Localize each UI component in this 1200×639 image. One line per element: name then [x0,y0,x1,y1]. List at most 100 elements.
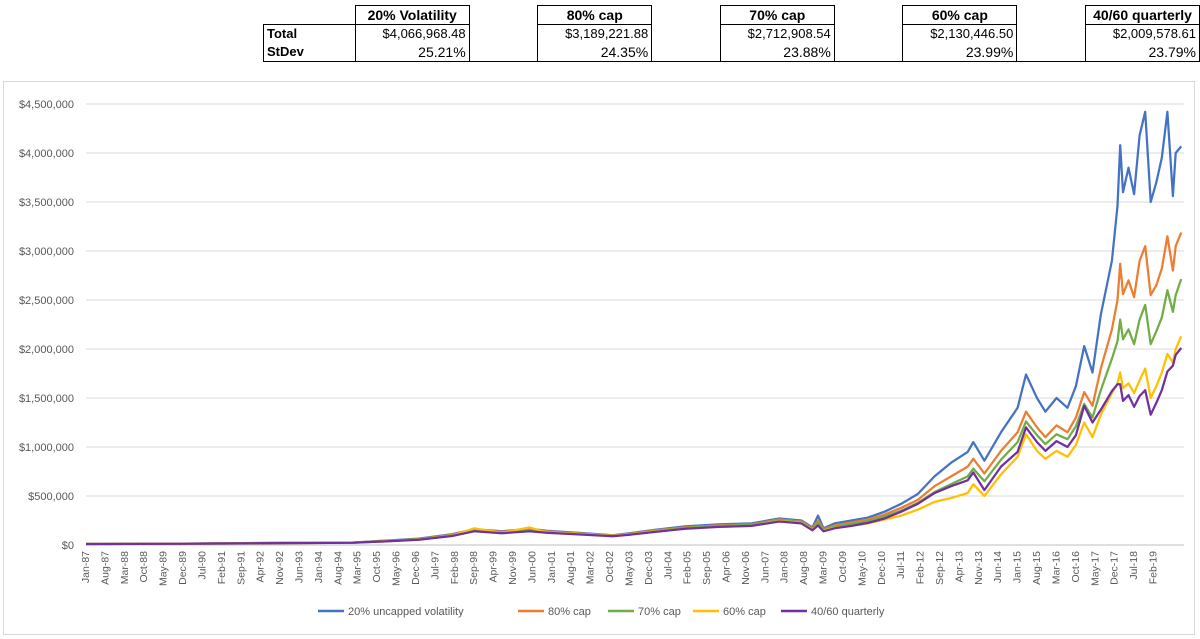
x-tick-label: Dec-96 [410,551,422,585]
table-row-total: Total $4,066,968.48 $3,189,221.88 $2,712… [263,24,1200,43]
x-tick-label: Aug-15 [1031,551,1043,585]
x-tick-label: Apr-06 [721,551,733,583]
x-tick-label: May-17 [1089,551,1101,586]
x-tick-label: Aug-87 [99,551,111,585]
series-line-4 [85,335,1183,546]
value-cell: 24.35% [537,43,653,62]
x-tick-label: Mar-95 [352,551,364,584]
value-cell: $3,189,221.88 [537,24,653,43]
series-line-3 [85,278,1183,546]
x-tick-label: Sep-98 [468,551,480,585]
y-tick-label: $3,500,000 [19,197,74,209]
x-tick-label: May-89 [158,551,170,586]
x-tick-label: Feb-12 [915,551,927,584]
x-tick-label: Aug-08 [798,551,810,585]
gridlines [86,103,1184,546]
row-label: Total [263,24,356,43]
header-cell: 70% cap [719,5,835,25]
x-tick-label: Oct-88 [138,551,150,583]
x-tick-label: Jul-18 [1128,551,1140,580]
x-tick-label: May-96 [391,551,403,586]
value-cell: $4,066,968.48 [354,24,470,43]
x-tick-label: Jun-07 [759,551,771,583]
x-tick-label: Sep-12 [934,551,946,585]
table-corner [263,5,356,25]
y-tick-label: $2,000,000 [19,344,74,356]
x-tick-label: Nov-06 [740,551,752,585]
value-cell: $2,009,578.61 [1085,24,1200,43]
legend-label: 60% cap [723,606,766,618]
value-cell: 23.79% [1085,43,1200,62]
x-tick-label: Jul-04 [662,551,674,580]
x-tick-label: Mar-16 [1050,551,1062,584]
x-tick-label: Mar-02 [585,551,597,584]
header-cell: 40/60 quarterly [1085,5,1200,25]
legend: 20% uncapped volatility 80% cap 70% cap 60%… [318,606,885,618]
series-lines [85,110,1183,546]
x-tick-label: Feb-05 [682,551,694,584]
x-tick-label: Mar-09 [818,551,830,584]
series-line-5 [85,347,1183,546]
x-tick-label: Jul-97 [429,551,441,580]
y-tick-label: $500,000 [28,491,74,503]
x-tick-label: Jun-93 [294,551,306,583]
x-tick-label: Aug-01 [565,551,577,585]
x-tick-label: Jan-08 [779,551,791,583]
value-cell: 25.21% [354,43,470,62]
header-cell: 80% cap [537,5,653,25]
x-tick-label: Jul-11 [895,551,907,579]
x-tick-label: Sep-91 [235,551,247,585]
x-tick-label: Dec-17 [1109,551,1121,585]
y-tick-label: $4,000,000 [19,148,74,160]
x-tick-label: Feb-19 [1148,551,1160,584]
y-tick-label: $1,500,000 [19,393,74,405]
summary-table: 20% Volatility 80% cap 70% cap 60% cap 4… [263,5,1200,62]
x-tick-label: Jan-87 [80,551,92,583]
value-cell: $2,130,446.50 [902,24,1018,43]
x-tick-label: Nov-13 [973,551,985,585]
x-tick-label: Jul-90 [196,551,208,580]
x-tick-label: Dec-03 [643,551,655,585]
legend-label: 80% cap [548,606,591,618]
x-tick-label: Sep-05 [701,551,713,585]
value-cell: 23.88% [719,43,835,62]
line-chart: $0 $500,000 $1,000,000 $1,500,000 $2,000,000… [19,99,1184,618]
value-cell: 23.99% [902,43,1018,62]
x-tick-label: Mar-88 [119,551,131,584]
x-tick-label: Apr-92 [255,551,267,583]
chart-frame: $0 $500,000 $1,000,000 $1,500,000 $2,000,000… [3,81,1195,635]
value-cell: $2,712,908.54 [719,24,835,43]
y-tick-label: $1,000,000 [19,442,74,454]
x-axis-labels: Jan-87 Aug-87 Mar-88 Oct-88 May-89 Dec-89 Jul-… [80,551,1160,586]
header-cell: 20% Volatility [354,5,470,25]
row-label: StDev [263,43,356,62]
x-tick-label: Dec-89 [177,551,189,585]
table-row-stdev: StDev 25.21% 24.35% 23.88% 23.99% 23.79% [263,43,1200,62]
x-tick-label: Oct-09 [837,551,849,583]
x-tick-label: Jan-94 [313,551,325,583]
x-tick-label: Jan-01 [546,551,558,583]
series-line-2 [85,232,1183,546]
legend-label: 20% uncapped volatility [348,606,464,618]
x-tick-label: May-10 [856,551,868,586]
y-tick-label: $4,500,000 [19,99,74,111]
x-tick-label: May-03 [623,551,635,586]
x-tick-label: Feb-98 [449,551,461,584]
x-tick-label: Oct-95 [371,551,383,583]
x-tick-label: Aug-94 [332,551,344,585]
x-tick-label: Oct-16 [1070,551,1082,583]
y-tick-label: $3,000,000 [19,246,74,258]
x-tick-label: Jan-15 [1012,551,1024,583]
x-tick-label: Apr-99 [488,551,500,583]
x-tick-label: Oct-02 [604,551,616,583]
x-tick-label: Jun-00 [526,551,538,583]
header-cell: 60% cap [902,5,1018,25]
y-axis-labels: $0 $500,000 $1,000,000 $1,500,000 $2,000,000… [19,99,74,552]
x-tick-label: Dec-10 [876,551,888,585]
y-tick-label: $0 [62,540,74,552]
y-tick-label: $2,500,000 [19,295,74,307]
x-tick-label: Nov-92 [274,551,286,585]
x-tick-label: Apr-13 [953,551,965,583]
series-line-1 [85,110,1183,546]
x-tick-label: Feb-91 [216,551,228,584]
